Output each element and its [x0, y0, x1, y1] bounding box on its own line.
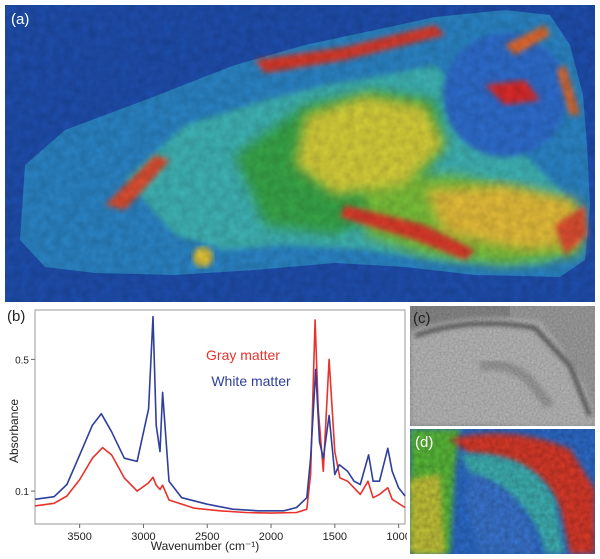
series-line-gray-matter — [34, 319, 406, 514]
panel-c-micrograph: (c) — [410, 306, 595, 426]
panel-a-label: (a) — [11, 11, 30, 28]
legend-white-matter: White matter — [211, 373, 291, 389]
y-tick-label: 0.5 — [15, 355, 29, 366]
x-tick-label: 3000 — [131, 531, 155, 543]
x-tick-label: 1500 — [323, 531, 347, 543]
chemical-map-image — [5, 5, 595, 302]
plot-frame — [34, 309, 406, 525]
y-axis-label: Absorbance — [7, 399, 21, 463]
panel-d-label: (d) — [415, 434, 434, 451]
panel-b-label: (b) — [7, 308, 26, 325]
x-tick-label: 2000 — [259, 531, 283, 543]
x-axis-label: Wavenumber (cm⁻¹) — [151, 539, 260, 553]
chemical-map-zoom-image — [410, 429, 595, 554]
legend-gray-matter: Gray matter — [206, 347, 280, 363]
x-tick-label: 2500 — [195, 531, 219, 543]
panel-d-chemical-map: (d) — [410, 429, 595, 554]
panel-c-label: (c) — [413, 310, 431, 327]
series-line-white-matter — [34, 315, 406, 512]
chart-series — [34, 315, 406, 514]
micrograph-image — [410, 306, 595, 426]
panel-a-chemical-map: (a) — [5, 5, 595, 302]
y-tick-label: 0.1 — [15, 487, 29, 498]
x-tick-label: 3500 — [67, 531, 91, 543]
